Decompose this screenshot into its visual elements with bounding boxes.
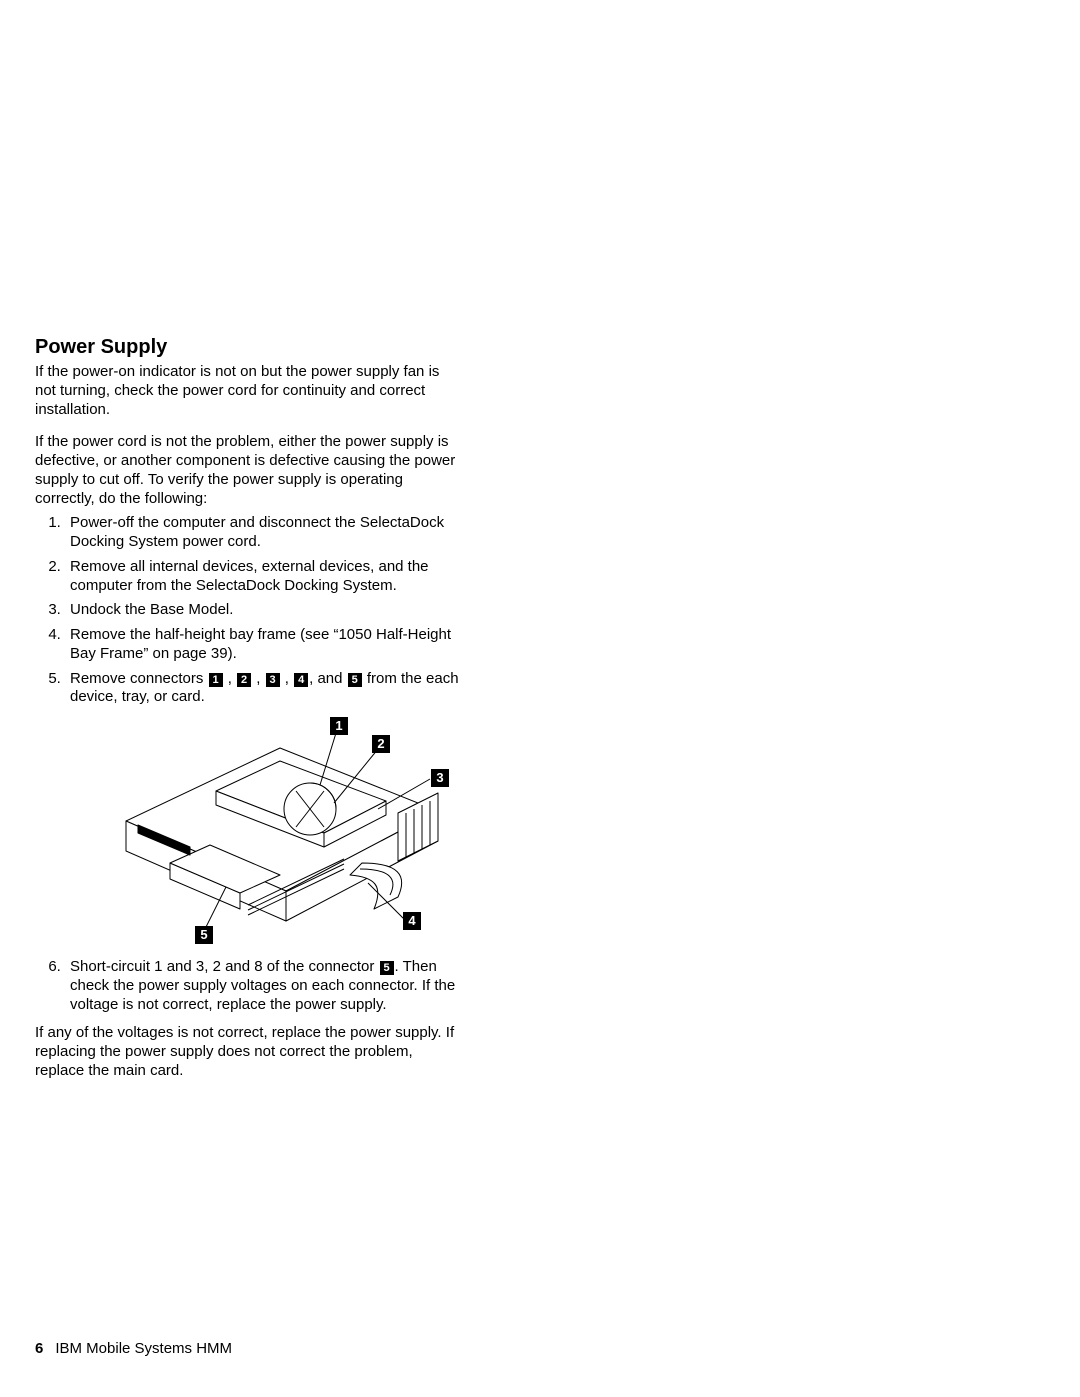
step-text: Remove the half-height bay frame (see “1… [70,626,451,662]
callout-3: 3 [266,673,280,687]
diagram-label-3: 3 [431,769,449,787]
closing-para: If any of the voltages is not correct, r… [35,1024,460,1080]
step-4: Remove the half-height bay frame (see “1… [65,626,460,664]
intro-para-2: If the power cord is not the problem, ei… [35,433,460,508]
step-6: Short-circuit 1 and 3, 2 and 8 of the co… [65,958,460,1014]
callout-5: 5 [348,673,362,687]
diagram: 1 2 3 4 5 [98,713,458,948]
diagram-label-1: 1 [330,717,348,735]
step-2: Remove all internal devices, external de… [65,558,460,596]
page: Power Supply If the power-on indicator i… [0,0,1080,1397]
callout-1: 1 [209,673,223,687]
callout-5-inline: 5 [380,961,394,975]
footer-text: IBM Mobile Systems HMM [55,1340,232,1357]
procedure-list: Power-off the computer and disconnect th… [35,514,460,1014]
page-footer: 6 IBM Mobile Systems HMM [35,1340,232,1357]
intro-para-1: If the power-on indicator is not on but … [35,363,460,419]
callout-4: 4 [294,673,308,687]
step-5: Remove connectors 1 , 2 , 3 , 4, and 5 f… [65,670,460,949]
diagram-label-4: 4 [403,912,421,930]
step-text: Undock the Base Model. [70,601,233,618]
step-3: Undock the Base Model. [65,601,460,620]
step-text: Remove all internal devices, external de… [70,558,429,594]
diagram-label-5: 5 [195,926,213,944]
callout-2: 2 [237,673,251,687]
step-1: Power-off the computer and disconnect th… [65,514,460,552]
step-text: Power-off the computer and disconnect th… [70,514,444,550]
step-text-a: Short-circuit 1 and 3, 2 and 8 of the co… [70,958,379,975]
section-title: Power Supply [35,335,460,359]
page-number: 6 [35,1340,43,1357]
step-text-a: Remove connectors [70,670,208,687]
diagram-label-2: 2 [372,735,390,753]
and-text: , and [309,670,347,687]
